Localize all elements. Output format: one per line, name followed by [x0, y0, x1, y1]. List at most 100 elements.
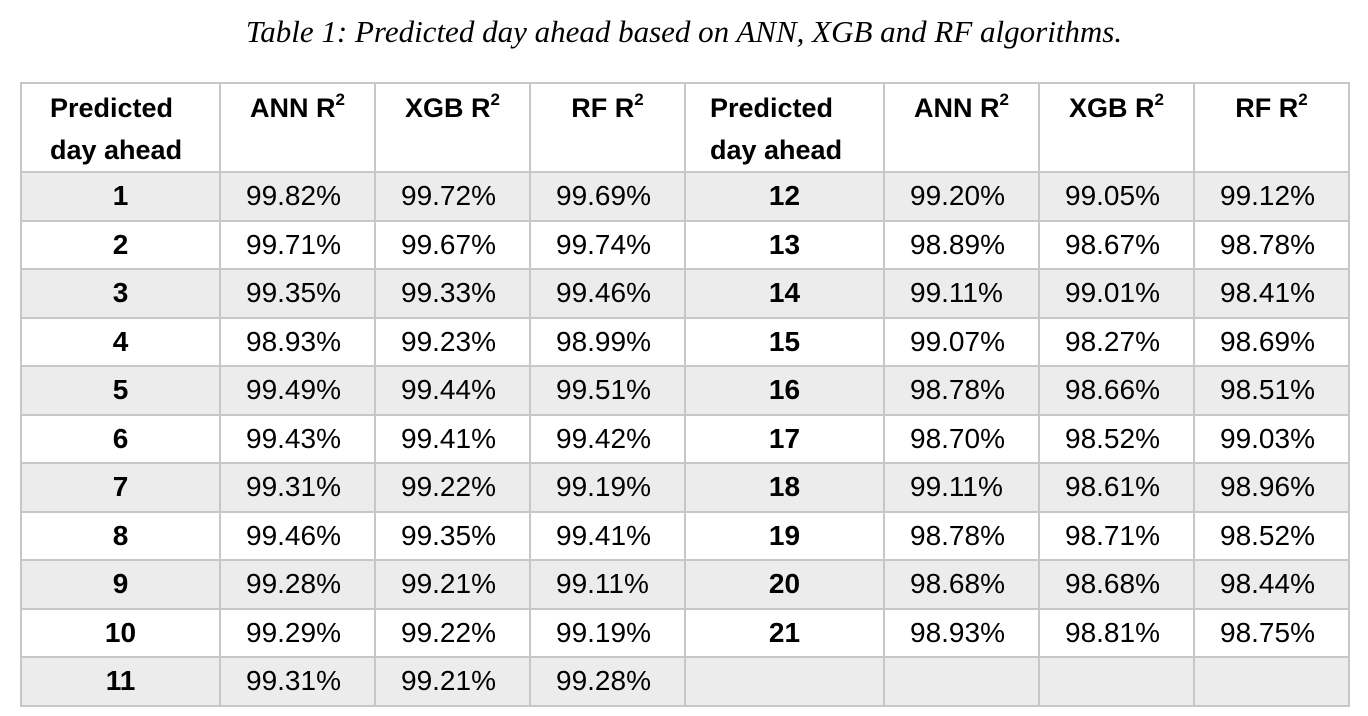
r2-value-cell: 99.41% — [529, 510, 686, 561]
r2-value-cell: 98.61% — [1038, 462, 1195, 513]
r2-value-cell: 99.41% — [374, 413, 531, 464]
day-cell: 2 — [20, 219, 221, 270]
r2-value-cell: 99.82% — [219, 171, 376, 222]
header-rf-r2-2: RF R2 — [1193, 82, 1350, 173]
r2-value-cell: 99.74% — [529, 219, 686, 270]
r2-value-cell: 99.21% — [374, 656, 531, 707]
r2-value-cell: 99.42% — [529, 413, 686, 464]
r2-value-cell: 99.22% — [374, 462, 531, 513]
day-cell: 6 — [20, 413, 221, 464]
r2-value-cell: 99.51% — [529, 365, 686, 416]
r2-value-cell: 98.89% — [883, 219, 1040, 270]
r2-value-cell: 99.35% — [219, 268, 376, 319]
header-superscript: 2 — [634, 90, 644, 109]
header-label: XGB R — [405, 93, 491, 123]
r2-value-cell: 99.11% — [883, 462, 1040, 513]
header-xgb-r2-1: XGB R2 — [374, 82, 531, 173]
header-ann-r2-2: ANN R2 — [883, 82, 1040, 173]
r2-value-cell: 99.20% — [883, 171, 1040, 222]
r2-value-cell — [1038, 656, 1195, 707]
day-cell: 7 — [20, 462, 221, 513]
r2-value-cell: 99.31% — [219, 656, 376, 707]
table-row: 11 99.31% 99.21% 99.28% — [20, 656, 1350, 707]
r2-value-cell: 98.68% — [1038, 559, 1195, 610]
day-cell: 18 — [684, 462, 885, 513]
r2-value-cell: 99.69% — [529, 171, 686, 222]
header-label: RF R — [571, 93, 635, 123]
header-label-line2: day ahead — [50, 135, 183, 165]
r2-value-cell: 99.28% — [219, 559, 376, 610]
r2-value-cell: 98.68% — [883, 559, 1040, 610]
r2-value-cell: 99.07% — [883, 316, 1040, 367]
r2-value-cell: 98.52% — [1193, 510, 1350, 561]
table-row: 9 99.28% 99.21% 99.11% 20 98.68% 98.68% 98.44% — [20, 559, 1350, 610]
day-cell: 14 — [684, 268, 885, 319]
day-cell: 1 — [20, 171, 221, 222]
r2-value-cell: 98.44% — [1193, 559, 1350, 610]
header-label: Predicted — [710, 93, 834, 123]
r2-value-cell: 98.41% — [1193, 268, 1350, 319]
r2-value-cell: 99.03% — [1193, 413, 1350, 464]
r2-value-cell: 98.75% — [1193, 607, 1350, 658]
header-label: RF R — [1235, 93, 1299, 123]
r2-value-cell: 99.71% — [219, 219, 376, 270]
r2-value-cell: 98.70% — [883, 413, 1040, 464]
r2-value-cell: 99.46% — [219, 510, 376, 561]
day-cell: 5 — [20, 365, 221, 416]
header-superscript: 2 — [999, 90, 1009, 109]
r2-value-cell: 99.21% — [374, 559, 531, 610]
table-row: 7 99.31% 99.22% 99.19% 18 99.11% 98.61% 98.96% — [20, 462, 1350, 513]
day-cell: 13 — [684, 219, 885, 270]
day-cell: 10 — [20, 607, 221, 658]
results-table: Predicted day ahead ANN R2 XGB R2 RF R2 Predi… — [20, 82, 1350, 707]
table-row: 3 99.35% 99.33% 99.46% 14 99.11% 99.01% 98.41% — [20, 268, 1350, 319]
header-predicted-day-ahead-1: Predicted day ahead — [20, 82, 221, 173]
header-superscript: 2 — [490, 90, 500, 109]
table-row: 1 99.82% 99.72% 99.69% 12 99.20% 99.05% 99.12% — [20, 171, 1350, 222]
r2-value-cell: 99.49% — [219, 365, 376, 416]
table-row: 6 99.43% 99.41% 99.42% 17 98.70% 98.52% 99.03% — [20, 413, 1350, 464]
table-row: 10 99.29% 99.22% 99.19% 21 98.93% 98.81% 98.75% — [20, 607, 1350, 658]
r2-value-cell: 99.67% — [374, 219, 531, 270]
header-label: XGB R — [1069, 93, 1155, 123]
r2-value-cell: 98.99% — [529, 316, 686, 367]
r2-value-cell: 98.66% — [1038, 365, 1195, 416]
r2-value-cell — [883, 656, 1040, 707]
day-cell: 20 — [684, 559, 885, 610]
table-caption: Table 1: Predicted day ahead based on AN… — [245, 14, 1123, 49]
r2-value-cell: 98.67% — [1038, 219, 1195, 270]
r2-value-cell: 99.22% — [374, 607, 531, 658]
r2-value-cell: 99.19% — [529, 462, 686, 513]
r2-value-cell: 99.28% — [529, 656, 686, 707]
r2-value-cell: 99.19% — [529, 607, 686, 658]
day-cell: 3 — [20, 268, 221, 319]
r2-value-cell: 99.43% — [219, 413, 376, 464]
r2-value-cell: 98.69% — [1193, 316, 1350, 367]
day-cell: 17 — [684, 413, 885, 464]
r2-value-cell: 99.23% — [374, 316, 531, 367]
day-cell: 12 — [684, 171, 885, 222]
table-body: 1 99.82% 99.72% 99.69% 12 99.20% 99.05% 99.12% 2… — [20, 171, 1350, 707]
header-superscript: 2 — [1298, 90, 1308, 109]
r2-value-cell: 99.46% — [529, 268, 686, 319]
day-cell: 8 — [20, 510, 221, 561]
table-header: Predicted day ahead ANN R2 XGB R2 RF R2 Predi… — [20, 82, 1350, 173]
r2-value-cell: 99.31% — [219, 462, 376, 513]
header-label: ANN R — [914, 93, 1000, 123]
r2-value-cell: 99.44% — [374, 365, 531, 416]
header-label-line2: day ahead — [710, 135, 843, 165]
r2-value-cell: 98.78% — [1193, 219, 1350, 270]
day-cell: 11 — [20, 656, 221, 707]
table-row: 2 99.71% 99.67% 99.74% 13 98.89% 98.67% 98.78% — [20, 219, 1350, 270]
r2-value-cell: 99.29% — [219, 607, 376, 658]
r2-value-cell: 99.12% — [1193, 171, 1350, 222]
header-superscript: 2 — [1154, 90, 1164, 109]
r2-value-cell: 99.35% — [374, 510, 531, 561]
header-rf-r2-1: RF R2 — [529, 82, 686, 173]
day-cell: 9 — [20, 559, 221, 610]
table-row: 8 99.46% 99.35% 99.41% 19 98.78% 98.71% 98.52% — [20, 510, 1350, 561]
day-cell: 21 — [684, 607, 885, 658]
r2-value-cell: 98.78% — [883, 510, 1040, 561]
r2-value-cell: 99.72% — [374, 171, 531, 222]
r2-value-cell: 99.11% — [883, 268, 1040, 319]
